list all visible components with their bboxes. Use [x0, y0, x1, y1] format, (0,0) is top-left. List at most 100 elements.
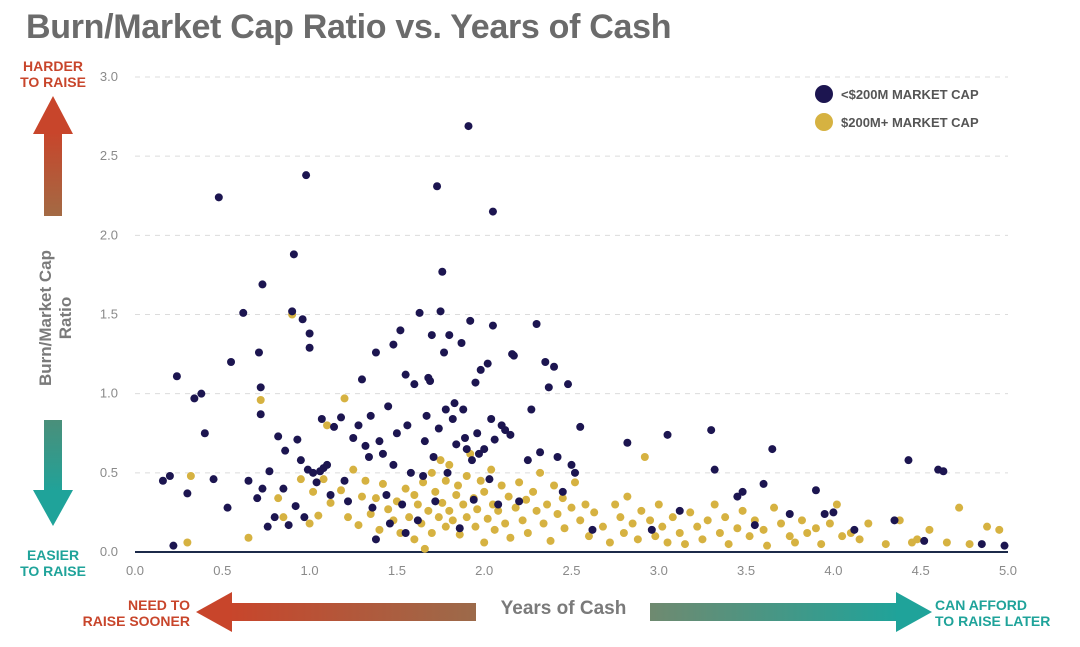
data-point-large-cap — [710, 500, 719, 509]
data-point-small-cap — [429, 453, 438, 461]
data-point-small-cap — [768, 445, 777, 454]
data-point-small-cap — [305, 343, 314, 352]
data-point-small-cap — [485, 475, 494, 484]
data-point-large-cap — [543, 500, 552, 509]
data-point-large-cap — [357, 492, 366, 501]
data-point-large-cap — [378, 479, 387, 488]
data-point-small-cap — [527, 405, 536, 414]
data-point-small-cap — [165, 472, 174, 480]
data-point-large-cap — [832, 500, 841, 509]
x-tick-label: 1.0 — [301, 563, 319, 578]
y-axis-label: Burn/Market Cap Ratio — [36, 249, 75, 387]
need-to-raise-sooner-label: NEED TO RAISE SOONER — [82, 597, 190, 629]
data-point-small-cap — [357, 375, 366, 384]
data-point-large-cap — [536, 468, 545, 477]
data-point-large-cap — [501, 519, 510, 528]
data-point-large-cap — [434, 513, 443, 522]
data-point-small-cap — [419, 472, 428, 480]
data-point-small-cap — [197, 389, 206, 398]
data-point-large-cap — [183, 538, 192, 547]
data-point-large-cap — [319, 475, 328, 484]
data-point-small-cap — [406, 468, 415, 477]
data-point-small-cap — [296, 456, 305, 465]
y-tick-label: 1.0 — [100, 386, 118, 401]
data-point-small-cap — [284, 521, 293, 530]
data-point-large-cap — [529, 487, 538, 496]
data-point-small-cap — [576, 422, 585, 431]
data-point-large-cap — [441, 522, 450, 531]
data-point-large-cap — [560, 524, 569, 533]
data-point-small-cap — [438, 267, 447, 276]
data-point-large-cap — [410, 491, 419, 499]
data-point-small-cap — [457, 339, 466, 347]
data-point-large-cap — [983, 522, 992, 531]
data-point-large-cap — [738, 506, 747, 515]
data-point-large-cap — [777, 519, 786, 528]
data-point-small-cap — [487, 415, 496, 423]
easier-to-raise-label: EASIER TO RAISE — [20, 547, 86, 579]
data-point-small-cap — [385, 519, 394, 528]
data-point-small-cap — [183, 489, 192, 498]
up-arrow-icon — [33, 96, 73, 216]
data-point-small-cap — [401, 370, 410, 379]
legend-label-small-cap: <$200M MARKET CAP — [841, 86, 979, 102]
data-point-large-cap — [703, 516, 712, 525]
data-point-small-cap — [274, 432, 283, 441]
data-point-small-cap — [427, 331, 436, 340]
data-point-large-cap — [471, 522, 480, 531]
data-point-small-cap — [890, 516, 899, 525]
data-point-small-cap — [302, 171, 311, 180]
data-point-large-cap — [441, 476, 450, 485]
data-point-large-cap — [539, 519, 548, 528]
data-point-large-cap — [675, 529, 684, 537]
data-point-small-cap — [455, 524, 464, 533]
data-point-small-cap — [1000, 541, 1009, 550]
data-point-small-cap — [473, 429, 482, 438]
data-point-large-cap — [797, 516, 806, 525]
data-point-small-cap — [829, 508, 838, 517]
data-point-large-cap — [925, 525, 934, 534]
data-point-large-cap — [633, 535, 642, 544]
data-point-large-cap — [518, 516, 527, 525]
data-point-large-cap — [881, 540, 890, 549]
data-point-large-cap — [864, 519, 873, 528]
data-point-large-cap — [838, 532, 847, 541]
data-point-small-cap — [474, 449, 483, 458]
data-point-large-cap — [473, 505, 482, 514]
data-point-large-cap — [913, 535, 922, 544]
data-point-small-cap — [469, 495, 478, 504]
harder-to-raise-label: HARDER TO RAISE — [20, 58, 86, 90]
data-point-large-cap — [745, 532, 754, 541]
data-point-large-cap — [763, 541, 772, 550]
data-point-large-cap — [340, 394, 349, 403]
data-point-large-cap — [296, 475, 305, 484]
x-tick-label: 0.5 — [213, 563, 231, 578]
data-point-small-cap — [553, 453, 562, 461]
data-point-large-cap — [623, 492, 632, 501]
data-point-large-cap — [487, 465, 496, 474]
y-tick-label: 0.5 — [100, 465, 118, 480]
data-point-small-cap — [158, 476, 167, 485]
data-point-large-cap — [445, 506, 454, 515]
data-point-small-cap — [366, 411, 375, 420]
data-point-large-cap — [401, 484, 410, 493]
data-point-large-cap — [733, 524, 742, 533]
data-point-large-cap — [483, 514, 492, 523]
data-point-small-cap — [214, 193, 223, 202]
data-point-small-cap — [415, 308, 424, 317]
x-tick-label: 3.5 — [737, 563, 755, 578]
data-point-small-cap — [254, 348, 263, 357]
data-point-small-cap — [361, 441, 370, 450]
data-point-small-cap — [263, 522, 272, 531]
data-point-large-cap — [279, 513, 288, 522]
data-point-small-cap — [759, 479, 768, 488]
data-point-small-cap — [550, 362, 559, 371]
data-point-large-cap — [811, 524, 820, 533]
data-point-large-cap — [244, 533, 253, 542]
data-point-small-cap — [452, 440, 461, 449]
data-point-large-cap — [546, 536, 555, 545]
data-point-large-cap — [619, 529, 628, 537]
data-point-large-cap — [598, 522, 607, 531]
data-point-large-cap — [855, 535, 864, 544]
data-point-small-cap — [904, 456, 913, 465]
